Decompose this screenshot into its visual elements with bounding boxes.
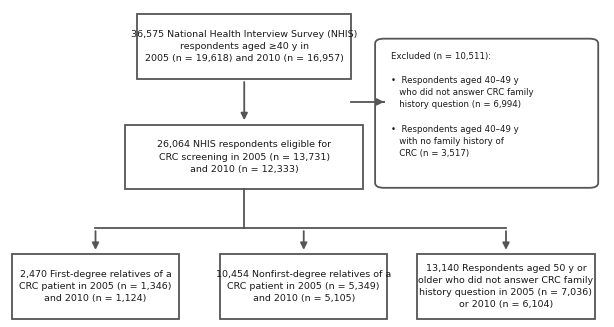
FancyBboxPatch shape xyxy=(125,125,363,189)
Text: 13,140 Respondents aged 50 y or
older who did not answer CRC family
history ques: 13,140 Respondents aged 50 y or older wh… xyxy=(418,264,594,309)
Text: 36,575 National Health Interview Survey (NHIS)
respondents aged ≥40 y in
2005 (n: 36,575 National Health Interview Survey … xyxy=(131,30,357,63)
FancyBboxPatch shape xyxy=(12,254,179,319)
FancyBboxPatch shape xyxy=(375,39,598,188)
FancyBboxPatch shape xyxy=(417,254,595,319)
Text: 10,454 Nonfirst-degree relatives of a
CRC patient in 2005 (n = 5,349)
and 2010 (: 10,454 Nonfirst-degree relatives of a CR… xyxy=(216,270,391,303)
FancyBboxPatch shape xyxy=(137,14,351,79)
Text: Excluded (n = 10,511):

•  Respondents aged 40–49 y
   who did not answer CRC fa: Excluded (n = 10,511): • Respondents age… xyxy=(391,52,534,158)
FancyBboxPatch shape xyxy=(220,254,387,319)
Text: 2,470 First-degree relatives of a
CRC patient in 2005 (n = 1,346)
and 2010 (n = : 2,470 First-degree relatives of a CRC pa… xyxy=(19,270,172,303)
Text: 26,064 NHIS respondents eligible for
CRC screening in 2005 (n = 13,731)
and 2010: 26,064 NHIS respondents eligible for CRC… xyxy=(157,140,332,174)
